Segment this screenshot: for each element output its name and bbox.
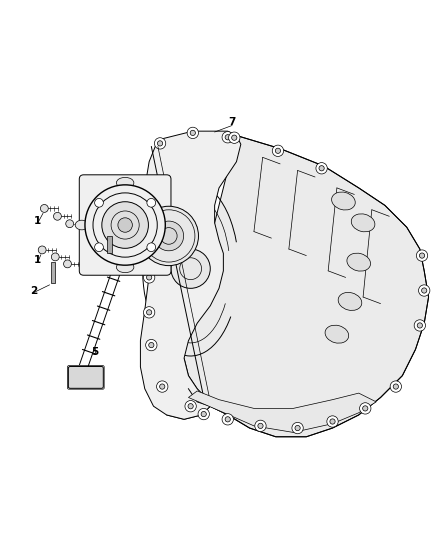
Circle shape bbox=[85, 185, 165, 265]
Circle shape bbox=[292, 422, 303, 434]
FancyBboxPatch shape bbox=[68, 367, 103, 389]
Text: 4: 4 bbox=[108, 242, 116, 252]
Circle shape bbox=[360, 403, 371, 414]
Circle shape bbox=[316, 163, 327, 174]
Circle shape bbox=[64, 260, 71, 268]
Bar bbox=[51, 262, 55, 283]
Circle shape bbox=[225, 135, 230, 140]
Circle shape bbox=[102, 201, 148, 248]
Circle shape bbox=[147, 181, 152, 186]
Circle shape bbox=[187, 127, 198, 139]
Circle shape bbox=[95, 198, 103, 207]
Circle shape bbox=[40, 205, 48, 212]
Circle shape bbox=[147, 198, 155, 207]
Circle shape bbox=[144, 272, 155, 283]
Text: 2: 2 bbox=[30, 286, 37, 295]
Circle shape bbox=[144, 306, 155, 318]
Text: 5: 5 bbox=[91, 346, 98, 357]
Text: 1: 1 bbox=[34, 255, 42, 265]
Circle shape bbox=[414, 320, 426, 331]
Circle shape bbox=[225, 417, 230, 422]
Text: 1: 1 bbox=[34, 216, 42, 225]
Circle shape bbox=[146, 340, 157, 351]
Circle shape bbox=[118, 218, 132, 232]
Circle shape bbox=[159, 384, 165, 389]
Circle shape bbox=[198, 408, 209, 420]
Ellipse shape bbox=[332, 192, 355, 210]
Circle shape bbox=[422, 288, 427, 293]
Bar bbox=[107, 236, 113, 253]
Circle shape bbox=[51, 253, 59, 261]
Circle shape bbox=[145, 242, 150, 247]
Ellipse shape bbox=[338, 293, 362, 310]
Circle shape bbox=[417, 323, 423, 328]
Circle shape bbox=[417, 250, 427, 261]
Circle shape bbox=[419, 285, 430, 296]
Circle shape bbox=[222, 414, 233, 425]
Circle shape bbox=[141, 208, 152, 220]
Circle shape bbox=[38, 246, 46, 254]
Text: 6: 6 bbox=[174, 240, 181, 251]
Ellipse shape bbox=[347, 253, 371, 271]
Ellipse shape bbox=[325, 325, 349, 343]
Circle shape bbox=[188, 403, 193, 409]
Circle shape bbox=[141, 239, 152, 251]
Circle shape bbox=[393, 384, 399, 389]
Circle shape bbox=[295, 425, 300, 431]
Circle shape bbox=[147, 310, 152, 315]
Circle shape bbox=[157, 141, 162, 146]
Circle shape bbox=[139, 206, 198, 265]
Text: 7: 7 bbox=[228, 117, 236, 127]
Circle shape bbox=[156, 381, 168, 392]
Circle shape bbox=[147, 275, 152, 280]
Ellipse shape bbox=[75, 220, 88, 230]
Circle shape bbox=[222, 132, 233, 143]
Circle shape bbox=[66, 220, 74, 228]
Ellipse shape bbox=[162, 220, 175, 230]
Circle shape bbox=[145, 212, 150, 217]
Circle shape bbox=[185, 400, 196, 412]
Circle shape bbox=[149, 343, 154, 348]
Circle shape bbox=[390, 381, 402, 392]
Circle shape bbox=[53, 212, 61, 220]
FancyBboxPatch shape bbox=[79, 175, 171, 275]
Polygon shape bbox=[188, 391, 376, 432]
Circle shape bbox=[201, 411, 206, 417]
Circle shape bbox=[147, 243, 155, 252]
Circle shape bbox=[327, 416, 338, 427]
Circle shape bbox=[232, 135, 237, 140]
Ellipse shape bbox=[351, 214, 375, 232]
Circle shape bbox=[363, 406, 368, 411]
Ellipse shape bbox=[117, 262, 134, 273]
Circle shape bbox=[330, 419, 335, 424]
Circle shape bbox=[154, 138, 166, 149]
Text: 3: 3 bbox=[121, 189, 129, 199]
Circle shape bbox=[229, 132, 240, 143]
Polygon shape bbox=[141, 131, 241, 419]
Circle shape bbox=[258, 423, 263, 429]
Circle shape bbox=[171, 249, 210, 288]
Circle shape bbox=[319, 166, 324, 171]
Circle shape bbox=[276, 148, 281, 154]
Circle shape bbox=[420, 253, 425, 258]
Circle shape bbox=[272, 145, 284, 157]
Circle shape bbox=[144, 178, 155, 189]
Circle shape bbox=[95, 243, 103, 252]
Circle shape bbox=[190, 130, 195, 135]
Circle shape bbox=[154, 221, 184, 251]
Polygon shape bbox=[166, 135, 428, 437]
Ellipse shape bbox=[117, 177, 134, 188]
Circle shape bbox=[255, 420, 266, 432]
